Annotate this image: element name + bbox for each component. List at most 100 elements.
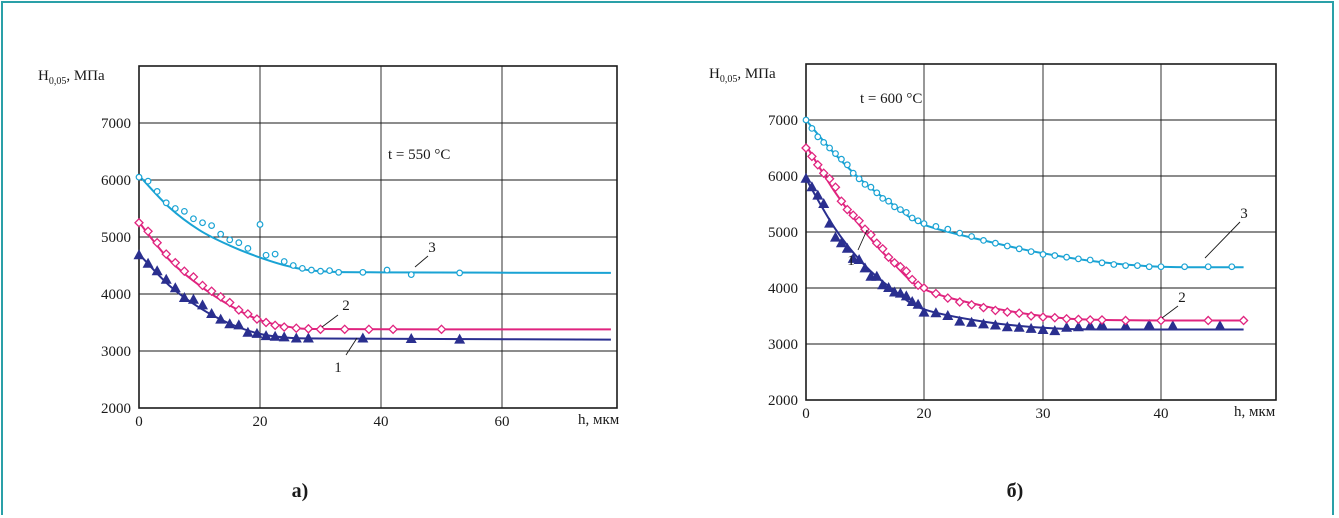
data-point-diamond	[152, 237, 163, 248]
x-tick-label: 20	[253, 414, 268, 430]
curve-label-2: 2	[342, 298, 350, 314]
data-point-circle	[992, 239, 999, 247]
data-point-triangle	[841, 242, 853, 253]
y-tick-label: 4000	[101, 287, 131, 303]
data-point-circle	[235, 239, 243, 247]
data-point-circle	[1133, 262, 1141, 270]
data-point-triangle	[197, 299, 209, 310]
data-point-circle	[802, 116, 810, 124]
data-point-diamond	[895, 261, 906, 272]
data-point-triangle	[894, 287, 906, 298]
curve-label-3: 3	[428, 240, 436, 256]
data-point-diamond	[842, 204, 853, 215]
data-point-diamond	[233, 305, 244, 315]
temperature-annotation: t = 600 °C	[860, 91, 922, 107]
data-point-circle	[308, 266, 315, 274]
y-tick-label: 2000	[768, 393, 798, 409]
data-point-triangle	[818, 198, 830, 208]
y-tick-label: 3000	[101, 344, 131, 360]
data-point-circle	[162, 199, 170, 207]
data-point-diamond	[1120, 315, 1131, 326]
data-point-triangle	[1167, 320, 1179, 331]
data-point-diamond	[261, 317, 271, 328]
data-point-circle	[956, 229, 964, 237]
data-point-diamond	[966, 299, 977, 310]
data-point-circle	[1181, 263, 1188, 271]
data-point-circle	[1204, 263, 1212, 271]
data-point-circle	[879, 194, 887, 202]
curve-label-2: 2	[1178, 290, 1186, 306]
curve-label-3: 3	[1240, 206, 1248, 222]
data-point-triangle	[1049, 325, 1061, 336]
data-point-circle	[317, 267, 324, 275]
data-point-diamond	[907, 274, 918, 285]
data-point-triangle	[278, 331, 290, 342]
series-1-line	[805, 178, 1244, 331]
data-point-diamond	[1085, 315, 1096, 325]
data-point-triangle	[853, 254, 865, 264]
data-point-diamond	[990, 305, 1001, 316]
y-axis-label-main: H	[38, 68, 49, 84]
y-tick-label: 2000	[101, 401, 131, 417]
data-point-triangle	[151, 265, 163, 276]
data-point-circle	[1098, 259, 1106, 267]
data-point-triangle	[800, 172, 812, 183]
data-point-diamond	[436, 324, 447, 335]
curve-label-leader	[321, 314, 339, 328]
data-point-diamond	[224, 297, 235, 308]
x-tick-label: 30	[1036, 406, 1051, 422]
data-point-diamond	[877, 243, 888, 254]
data-point-triangle	[918, 306, 930, 317]
data-point-circle	[885, 197, 892, 205]
data-point-triangle	[405, 333, 417, 344]
data-point-diamond	[143, 226, 153, 237]
data-point-diamond	[1038, 312, 1048, 323]
data-point-triangle	[1037, 324, 1049, 334]
panel-label: а)	[292, 480, 309, 502]
data-point-triangle	[812, 189, 824, 200]
data-point-triangle	[900, 290, 912, 301]
data-point-diamond	[1026, 311, 1037, 321]
data-point-circle	[217, 230, 225, 238]
x-tick-label: 40	[1154, 406, 1169, 422]
series-3	[802, 116, 1244, 271]
data-point-triangle	[1001, 321, 1013, 332]
data-point-circle	[226, 236, 234, 244]
data-point-circle	[1015, 245, 1023, 253]
y-axis-label-unit: , МПа	[737, 66, 776, 82]
x-tick-label: 20	[917, 406, 932, 422]
data-point-circle	[135, 173, 143, 181]
data-point-triangle	[859, 262, 871, 273]
data-point-triangle	[160, 273, 172, 284]
data-point-circle	[980, 236, 987, 244]
data-point-circle	[873, 189, 881, 197]
data-point-diamond	[865, 229, 876, 240]
data-point-triangle	[906, 296, 918, 306]
data-point-circle	[920, 220, 928, 228]
data-point-triangle	[1013, 321, 1025, 332]
chart-panel-2: H0,05, МПа	[709, 63, 1277, 401]
data-point-circle	[808, 124, 816, 132]
curve-label-leader	[414, 255, 429, 268]
data-point-diamond	[1203, 315, 1214, 326]
data-point-diamond	[1073, 314, 1084, 325]
data-point-triangle	[912, 298, 924, 309]
y-axis-label-sub: 0,05	[720, 74, 738, 85]
data-point-circle	[335, 268, 343, 276]
y-tick-label: 7000	[101, 116, 131, 132]
y-tick-label: 7000	[768, 113, 798, 129]
data-point-circle	[171, 205, 179, 212]
data-point-circle	[262, 251, 270, 259]
series-3-line	[805, 119, 1244, 269]
data-point-circle	[867, 183, 875, 191]
y-tick-label: 6000	[768, 169, 798, 185]
data-point-circle	[326, 267, 333, 275]
data-point-triangle	[357, 332, 369, 343]
data-point-triangle	[269, 330, 281, 341]
panel-label: б)	[1007, 480, 1024, 502]
data-point-diamond	[179, 266, 190, 277]
data-point-triangle	[133, 249, 145, 260]
data-point-diamond	[889, 257, 900, 268]
data-point-circle	[820, 138, 828, 146]
data-point-diamond	[836, 196, 847, 207]
